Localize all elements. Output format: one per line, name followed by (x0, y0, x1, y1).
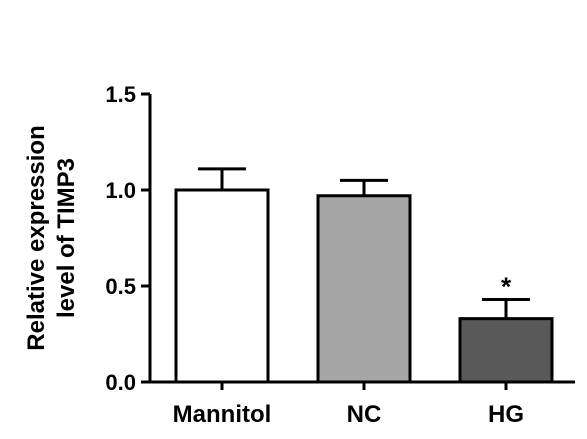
bars (174, 188, 554, 384)
y-axis-label: Relative expression level of TIMP3 (23, 125, 80, 350)
x-tick-label: Mannitol (173, 401, 272, 428)
x-tick-label: HG (488, 401, 524, 428)
error-bars (198, 167, 530, 319)
bar-hg (458, 317, 554, 384)
x-tick-label: NC (347, 401, 382, 428)
significance-star: * (501, 271, 512, 301)
y-tick-label: 1.5 (105, 82, 136, 107)
y-tick-label: 0.0 (105, 370, 136, 395)
y-tick-label: 0.5 (105, 274, 136, 299)
y-axis-label-line: Relative expression (23, 125, 50, 350)
y-ticks: 0.0 0.5 1.0 1.5 (105, 82, 150, 395)
y-tick-label: 1.0 (105, 178, 136, 203)
x-tick-labels: Mannitol NC HG (173, 382, 524, 428)
y-axis-label-line: level of TIMP3 (53, 158, 80, 318)
bar-nc (316, 194, 412, 384)
bar-mannitol (174, 188, 270, 384)
significance-markers: * (501, 271, 512, 301)
